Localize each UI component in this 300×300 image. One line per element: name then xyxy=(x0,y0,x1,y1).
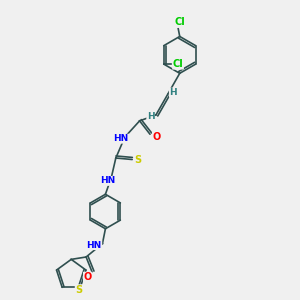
Text: H: H xyxy=(169,88,177,97)
Text: O: O xyxy=(83,272,92,282)
Text: HN: HN xyxy=(86,241,102,250)
Text: H: H xyxy=(147,112,154,121)
Text: O: O xyxy=(152,132,161,142)
Text: Cl: Cl xyxy=(173,59,183,69)
Text: HN: HN xyxy=(100,176,116,185)
Text: S: S xyxy=(75,285,82,295)
Text: S: S xyxy=(134,154,142,164)
Text: Cl: Cl xyxy=(174,17,185,27)
Text: HN: HN xyxy=(113,134,129,143)
